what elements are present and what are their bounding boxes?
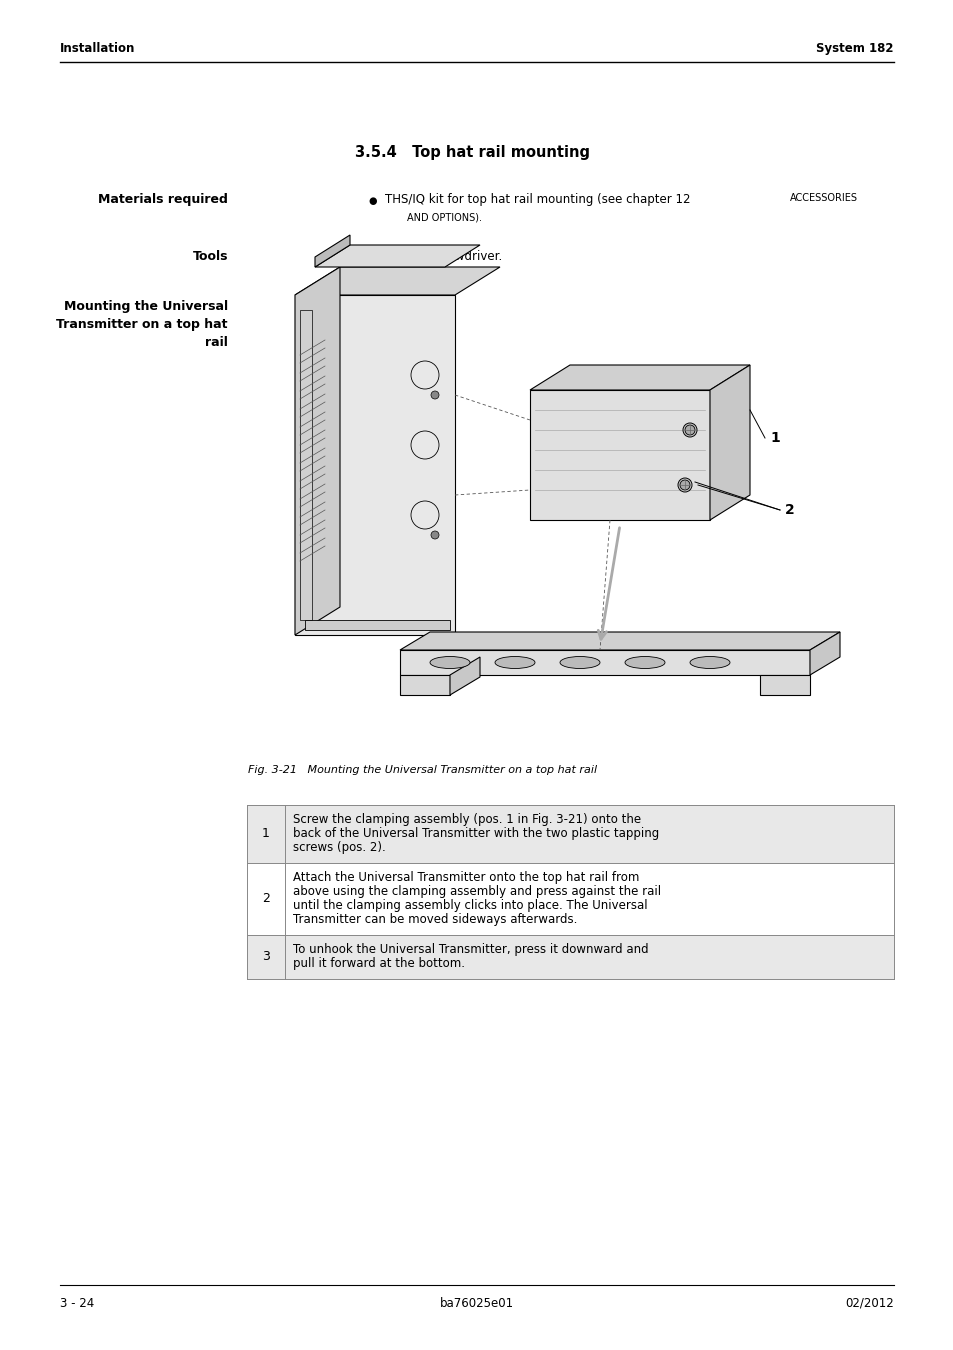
Polygon shape	[294, 267, 499, 296]
Text: Screw the clamping assembly (pos. 1 in Fig. 3-21) onto the: Screw the clamping assembly (pos. 1 in F…	[293, 814, 640, 826]
Text: screws (pos. 2).: screws (pos. 2).	[293, 841, 385, 855]
Text: back of the Universal Transmitter with the two plastic tapping: back of the Universal Transmitter with t…	[293, 828, 659, 841]
Text: AND OPTIONS).: AND OPTIONS).	[407, 213, 481, 223]
Text: 1: 1	[262, 828, 270, 841]
Polygon shape	[399, 675, 450, 695]
Text: Transmitter can be moved sideways afterwards.: Transmitter can be moved sideways afterw…	[293, 914, 577, 926]
Ellipse shape	[559, 656, 599, 668]
Text: 3.5.4   Top hat rail mounting: 3.5.4 Top hat rail mounting	[355, 144, 589, 161]
Circle shape	[682, 423, 697, 437]
Bar	[247, 936, 893, 979]
Polygon shape	[530, 364, 749, 390]
Polygon shape	[399, 649, 809, 675]
Ellipse shape	[495, 656, 535, 668]
Text: 02/2012: 02/2012	[844, 1297, 893, 1310]
Circle shape	[431, 531, 438, 539]
Polygon shape	[809, 632, 840, 675]
Text: Phillips screwdriver.: Phillips screwdriver.	[385, 250, 501, 263]
Bar	[247, 863, 893, 936]
Text: 2: 2	[784, 504, 794, 517]
Polygon shape	[294, 296, 455, 634]
Text: above using the clamping assembly and press against the rail: above using the clamping assembly and pr…	[293, 886, 660, 899]
Text: Installation: Installation	[60, 42, 135, 55]
Text: Materials required: Materials required	[98, 193, 228, 207]
Text: ●: ●	[368, 252, 376, 263]
Polygon shape	[305, 620, 450, 630]
Text: pull it forward at the bottom.: pull it forward at the bottom.	[293, 957, 464, 971]
Text: Mounting the Universal: Mounting the Universal	[64, 300, 228, 313]
Text: 3: 3	[262, 950, 270, 964]
Text: rail: rail	[205, 336, 228, 350]
Text: 3 - 24: 3 - 24	[60, 1297, 94, 1310]
Polygon shape	[294, 267, 339, 634]
Text: System 182: System 182	[816, 42, 893, 55]
Text: 2: 2	[262, 892, 270, 906]
Text: ●: ●	[368, 196, 376, 207]
Polygon shape	[314, 235, 350, 267]
Ellipse shape	[430, 656, 470, 668]
Polygon shape	[314, 244, 479, 267]
Text: 1: 1	[769, 431, 779, 446]
Circle shape	[431, 392, 438, 400]
Bar	[247, 805, 893, 863]
Ellipse shape	[624, 656, 664, 668]
Text: THS/IQ kit for top hat rail mounting (see chapter 12: THS/IQ kit for top hat rail mounting (se…	[385, 193, 694, 207]
Polygon shape	[760, 675, 809, 695]
Text: To unhook the Universal Transmitter, press it downward and: To unhook the Universal Transmitter, pre…	[293, 944, 648, 957]
Polygon shape	[709, 364, 749, 520]
Bar	[299, 310, 312, 620]
Circle shape	[684, 425, 695, 435]
Text: ACCESSORIES: ACCESSORIES	[789, 193, 857, 202]
Text: Fig. 3-21   Mounting the Universal Transmitter on a top hat rail: Fig. 3-21 Mounting the Universal Transmi…	[248, 765, 597, 775]
Polygon shape	[530, 390, 709, 520]
Polygon shape	[450, 657, 479, 695]
Circle shape	[678, 478, 691, 491]
Text: Tools: Tools	[193, 250, 228, 263]
Circle shape	[679, 481, 689, 490]
Text: Attach the Universal Transmitter onto the top hat rail from: Attach the Universal Transmitter onto th…	[293, 872, 639, 884]
Text: ba76025e01: ba76025e01	[439, 1297, 514, 1310]
Text: Transmitter on a top hat: Transmitter on a top hat	[56, 319, 228, 331]
Ellipse shape	[689, 656, 729, 668]
Polygon shape	[399, 632, 840, 649]
Text: until the clamping assembly clicks into place. The Universal: until the clamping assembly clicks into …	[293, 899, 647, 913]
